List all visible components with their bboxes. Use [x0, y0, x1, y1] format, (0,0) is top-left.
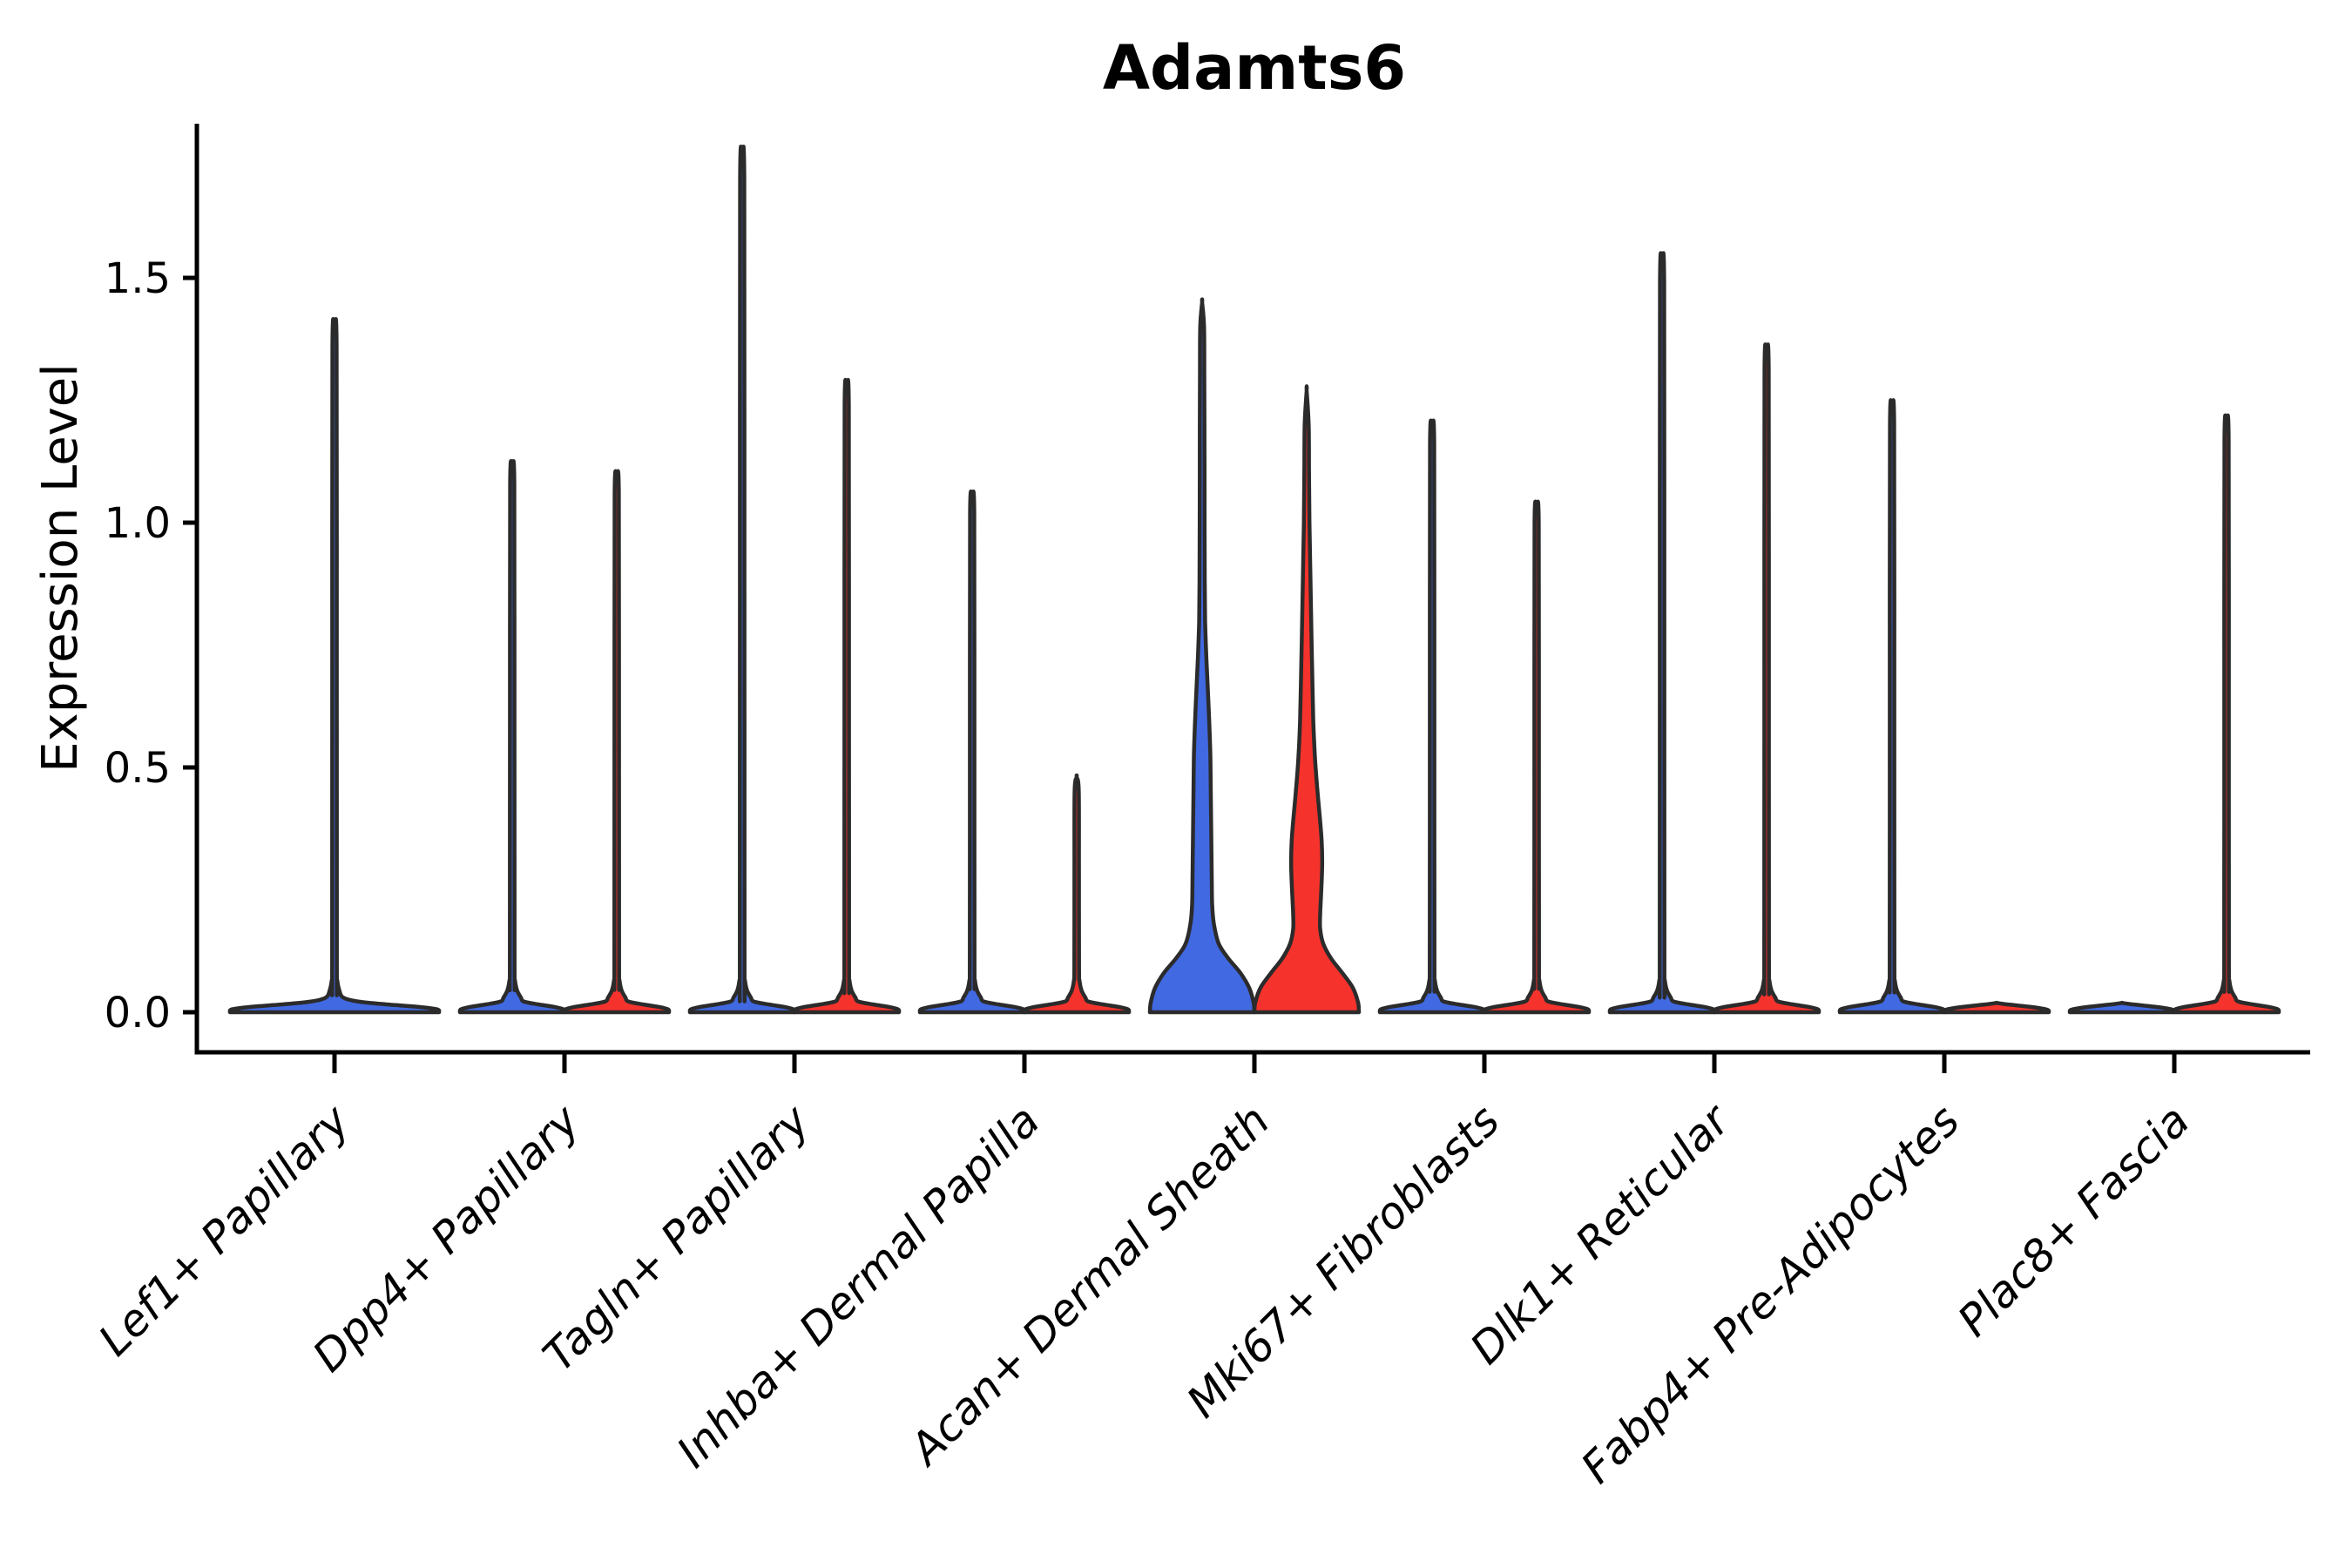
chart-title: Adamts6	[1103, 32, 1406, 104]
y-tick-label: 0.5	[105, 744, 171, 793]
violin-tagln-papillary-left	[687, 145, 797, 1015]
violin-mki67-fibroblasts-left	[1377, 418, 1487, 1015]
y-tick-label: 0.0	[105, 989, 171, 1037]
violin-inhba-dermal-papilla-left	[917, 489, 1027, 1015]
violin-plac8-fascia-right	[2172, 413, 2281, 1015]
violin-dlk1-reticular-right	[1712, 342, 1821, 1015]
violin-acan-dermal-sheath-right	[1252, 384, 1362, 1015]
violin-dpp4-papillary-left	[457, 459, 567, 1015]
y-axis-label: Expression Level	[32, 363, 89, 773]
violin-acan-dermal-sheath-left	[1147, 297, 1257, 1015]
violin-mki67-fibroblasts-right	[1482, 499, 1592, 1015]
violin-inhba-dermal-papilla-right	[1022, 773, 1132, 1015]
violin-lef1-papillary-center	[227, 317, 442, 1015]
y-tick-label: 1.5	[105, 254, 171, 303]
violin-tagln-papillary-right	[792, 377, 902, 1015]
violin-plac8-fascia-left	[2067, 1000, 2177, 1015]
violin-dpp4-papillary-right	[562, 469, 672, 1015]
violin-fabp4-pre-adipocytes-left	[1837, 398, 1947, 1015]
y-tick-label: 1.0	[105, 499, 171, 548]
violin-fabp4-pre-adipocytes-right	[1942, 1000, 2051, 1015]
violin-dlk1-reticular-left	[1607, 251, 1717, 1015]
